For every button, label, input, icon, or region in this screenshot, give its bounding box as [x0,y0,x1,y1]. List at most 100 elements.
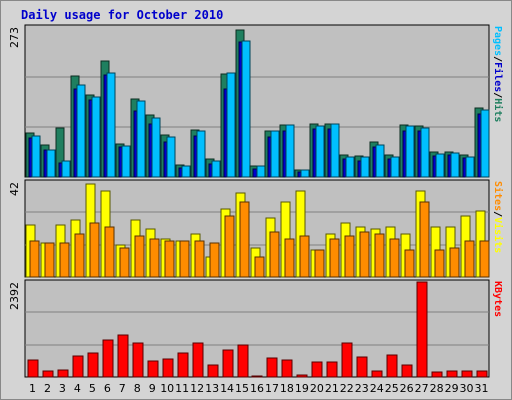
panel-2-legend-item-3: Visits [492,217,504,253]
bar-sites-day-18 [284,238,295,278]
panel-1-legend-item-3: Files [492,62,504,92]
bar-kbytes-day-31 [476,370,488,378]
bar-sites-day-5 [89,222,100,278]
bar-pages-day-11 [181,165,191,178]
x-tick-label-day-14: 14 [220,382,234,395]
panel-1-legend-item-2: / [492,56,503,62]
x-tick-label-day-4: 4 [74,382,81,395]
x-tick-label-day-18: 18 [280,382,294,395]
bar-sites-day-9 [149,238,160,278]
bar-pages-day-30 [465,156,475,178]
bar-pages-day-17 [270,130,280,178]
bar-kbytes-day-1 [27,359,39,378]
bar-kbytes-day-28 [431,371,443,378]
x-tick-label-day-30: 30 [460,382,474,395]
x-tick-label-day-6: 6 [104,382,111,395]
bar-sites-day-12 [194,240,205,278]
bar-sites-day-27 [419,201,430,278]
bar-kbytes-day-12 [192,342,204,378]
panel-1-ymax-label: 273 [8,27,21,48]
bar-pages-day-21 [330,123,340,178]
x-tick-label-day-11: 11 [175,382,189,395]
x-tick-label-day-7: 7 [119,382,126,395]
bar-sites-day-31 [479,240,490,278]
x-tick-label-day-15: 15 [235,382,249,395]
bar-pages-day-16 [256,165,266,178]
bar-sites-day-8 [134,235,145,278]
bar-pages-day-18 [285,124,295,178]
x-tick-label-day-10: 10 [160,382,174,395]
bar-sites-day-26 [404,249,415,278]
bar-kbytes-day-25 [386,354,398,378]
panel-3-legend: KBytes [492,281,503,317]
bar-kbytes-day-3 [57,369,69,378]
bar-sites-day-13 [209,242,220,278]
x-tick-label-day-28: 28 [430,382,444,395]
panel-1-legend-item-5: Hits [492,98,504,122]
bar-kbytes-day-6 [102,339,114,378]
bar-sites-day-20 [314,249,325,278]
chart-title: Daily usage for October 2010 [21,8,224,22]
bar-kbytes-day-17 [266,357,278,378]
x-tick-label-day-31: 31 [475,382,489,395]
panel-3-ymax-label: 2392 [8,282,21,310]
bar-pages-day-12 [196,130,206,178]
bar-kbytes-day-11 [177,352,189,378]
bar-sites-day-15 [239,201,250,278]
bar-kbytes-day-2 [42,370,54,378]
x-tick-label-day-13: 13 [205,382,219,395]
bar-kbytes-day-4 [72,355,84,378]
bar-pages-day-6 [106,72,116,178]
bar-pages-day-5 [91,96,101,178]
bar-sites-day-24 [374,233,385,278]
bar-pages-day-20 [315,125,325,178]
bar-sites-day-2 [44,242,55,278]
bar-kbytes-day-19 [296,374,308,378]
bar-sites-day-3 [59,242,70,278]
bar-kbytes-day-7 [117,334,129,378]
bar-kbytes-day-29 [446,370,458,378]
bar-kbytes-day-8 [132,342,144,378]
bar-kbytes-day-24 [371,370,383,378]
bar-pages-day-29 [450,152,460,178]
bar-pages-day-28 [435,153,445,178]
x-tick-label-day-17: 17 [265,382,279,395]
x-tick-label-day-3: 3 [59,382,66,395]
bar-sites-day-14 [224,215,235,278]
x-tick-label-day-24: 24 [370,382,384,395]
bar-kbytes-day-15 [237,344,249,378]
bar-kbytes-day-14 [222,349,234,378]
bar-pages-day-2 [46,149,56,178]
bar-sites-day-11 [179,240,190,278]
panel-2-legend: Sites/Visits [492,181,504,253]
bar-sites-day-19 [299,235,310,278]
bar-pages-day-4 [76,84,86,178]
bar-pages-day-25 [390,156,400,178]
bar-kbytes-day-20 [311,361,323,378]
bar-sites-day-7 [119,247,130,278]
bar-pages-day-15 [241,40,251,178]
bar-kbytes-day-5 [87,352,99,378]
x-tick-label-day-12: 12 [190,382,204,395]
bar-pages-day-13 [211,160,221,178]
bar-pages-day-19 [300,169,310,178]
bar-kbytes-day-30 [461,370,473,378]
bar-sites-day-1 [29,240,40,278]
bar-kbytes-day-22 [341,342,353,378]
x-tick-label-day-19: 19 [295,382,309,395]
bar-pages-day-23 [360,156,370,178]
x-tick-label-day-9: 9 [149,382,156,395]
bar-sites-day-17 [269,231,280,278]
bar-sites-day-10 [164,240,175,278]
x-tick-label-day-27: 27 [415,382,429,395]
bar-sites-day-6 [104,226,115,278]
bar-pages-day-1 [31,135,41,178]
bar-sites-day-22 [344,235,355,278]
bar-sites-day-21 [329,238,340,278]
x-tick-label-day-21: 21 [325,382,339,395]
bar-kbytes-day-27 [416,281,428,378]
bar-pages-day-9 [151,117,161,178]
panel-1-legend: Pages/Files/Hits [492,26,504,122]
bar-sites-day-23 [359,231,370,278]
bar-sites-day-4 [74,233,85,278]
